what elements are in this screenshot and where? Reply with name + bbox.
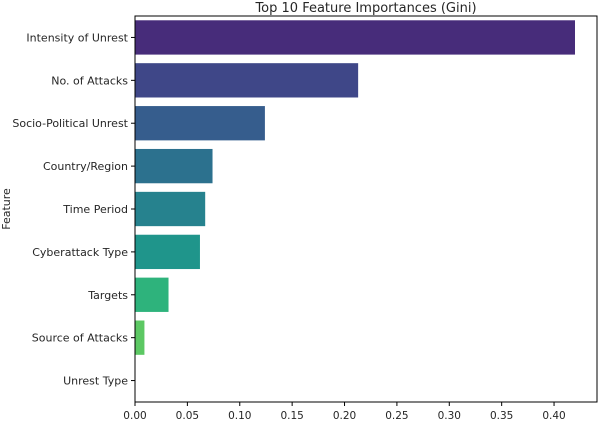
bar-7 (135, 320, 145, 355)
x-tick-labels-group: 0.00 0.05 0.10 0.15 0.20 0.25 0.30 0.35 0.40 (123, 402, 566, 422)
y-tick-label-3: Country/Region (43, 160, 128, 173)
x-tick-label-3: 0.15 (280, 410, 303, 422)
chart-title: Top 10 Feature Importances (Gini) (254, 1, 476, 16)
y-tick-label-8: Unrest Type (63, 375, 128, 388)
bar-1 (135, 63, 359, 98)
y-tick-label-2: Socio-Political Unrest (12, 117, 128, 130)
x-tick-label-7: 0.35 (490, 410, 513, 422)
y-tick-label-7: Source of Attacks (32, 332, 128, 345)
y-tick-label-5: Cyberattack Type (32, 246, 128, 259)
x-tick-label-4: 0.20 (333, 410, 356, 422)
y-tick-label-4: Time Period (62, 203, 128, 216)
bar-0 (135, 20, 575, 55)
x-tick-label-8: 0.40 (542, 410, 565, 422)
y-axis-label: Feature (0, 188, 13, 230)
y-tick-labels-group: Intensity of Unrest No. of Attacks Socio-P… (12, 31, 135, 388)
bars-group (135, 20, 575, 355)
x-tick-label-1: 0.05 (176, 410, 199, 422)
bar-5 (135, 234, 200, 270)
x-tick-label-5: 0.25 (385, 410, 408, 422)
bar-6 (135, 277, 169, 312)
bar-3 (135, 148, 213, 184)
bar-2 (135, 106, 265, 141)
bar-4 (135, 191, 206, 227)
x-tick-label-2: 0.10 (228, 410, 251, 422)
x-tick-label-6: 0.30 (438, 410, 461, 422)
plot-frame (134, 15, 598, 403)
y-tick-label-1: No. of Attacks (51, 74, 128, 87)
y-tick-label-6: Targets (87, 289, 128, 302)
x-tick-label-0: 0.00 (123, 410, 146, 422)
y-tick-label-0: Intensity of Unrest (26, 31, 128, 44)
